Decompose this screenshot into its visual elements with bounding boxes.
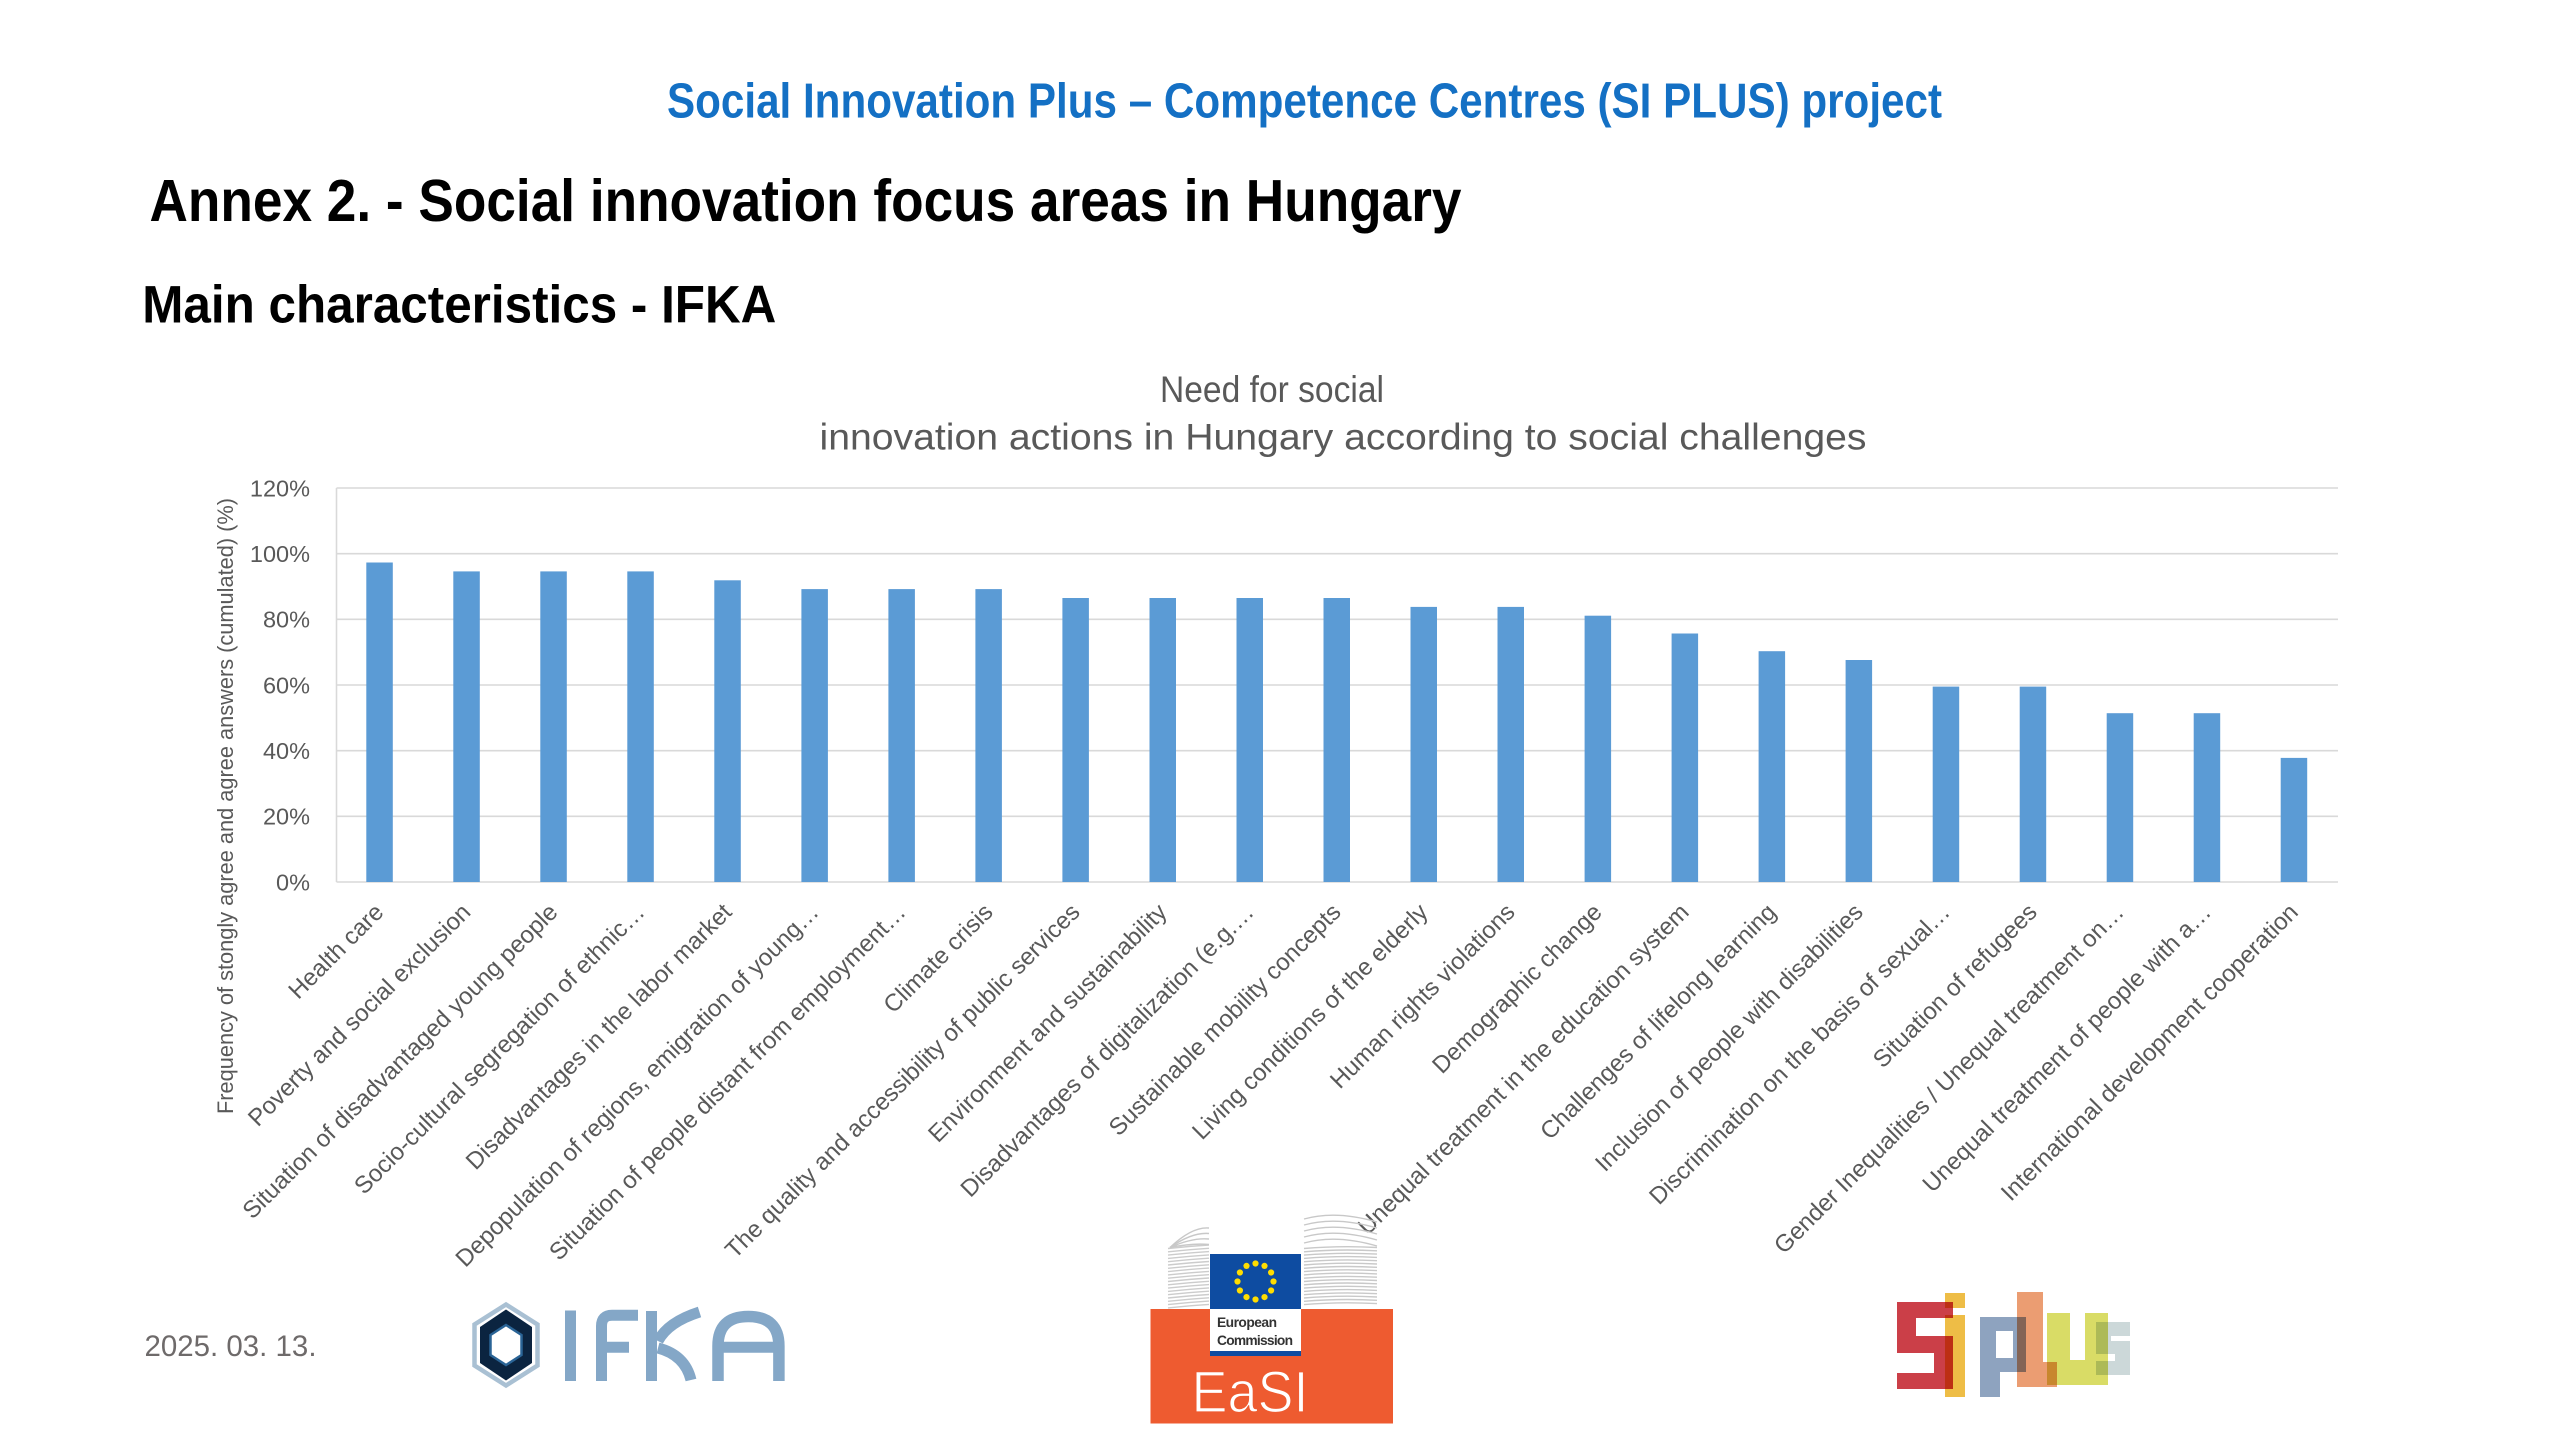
svg-text:International development coop: International development cooperation bbox=[1996, 899, 2304, 1207]
svg-text:120%: 120% bbox=[250, 475, 310, 501]
svg-text:Main characteristics - IFKA: Main characteristics - IFKA bbox=[142, 276, 776, 335]
svg-text:innovation actions in Hungary: innovation actions in Hungary according … bbox=[820, 416, 1867, 458]
svg-text:Demographic change: Demographic change bbox=[1427, 899, 1607, 1079]
svg-text:Annex 2. - Social innovation f: Annex 2. - Social innovation focus areas… bbox=[150, 168, 1462, 234]
svg-text:80%: 80% bbox=[263, 607, 310, 633]
svg-text:Situation of disadvantaged you: Situation of disadvantaged young people bbox=[238, 899, 564, 1225]
svg-text:Situation of refugees: Situation of refugees bbox=[1868, 899, 2043, 1074]
svg-text:Discrimination on the basis of: Discrimination on the basis of sexual… bbox=[1644, 899, 1956, 1211]
svg-text:Social Innovation Plus – Compe: Social Innovation Plus – Competence Cent… bbox=[667, 75, 1942, 129]
svg-text:40%: 40% bbox=[263, 738, 310, 764]
svg-text:20%: 20% bbox=[263, 804, 310, 830]
svg-text:100%: 100% bbox=[250, 541, 310, 567]
svg-text:Frequency of stongly agree and: Frequency of stongly agree and agree ans… bbox=[213, 498, 238, 1114]
svg-text:2025. 03. 13.: 2025. 03. 13. bbox=[145, 1330, 317, 1363]
svg-text:European: European bbox=[1217, 1315, 1277, 1330]
svg-text:Unequal treatment in the educa: Unequal treatment in the education syste… bbox=[1353, 899, 1695, 1241]
svg-text:EaSI: EaSI bbox=[1192, 1360, 1309, 1425]
svg-text:Commission: Commission bbox=[1217, 1333, 1293, 1348]
svg-text:60%: 60% bbox=[263, 672, 310, 698]
svg-text:0%: 0% bbox=[276, 869, 310, 895]
svg-text:Need for social: Need for social bbox=[1160, 368, 1384, 410]
